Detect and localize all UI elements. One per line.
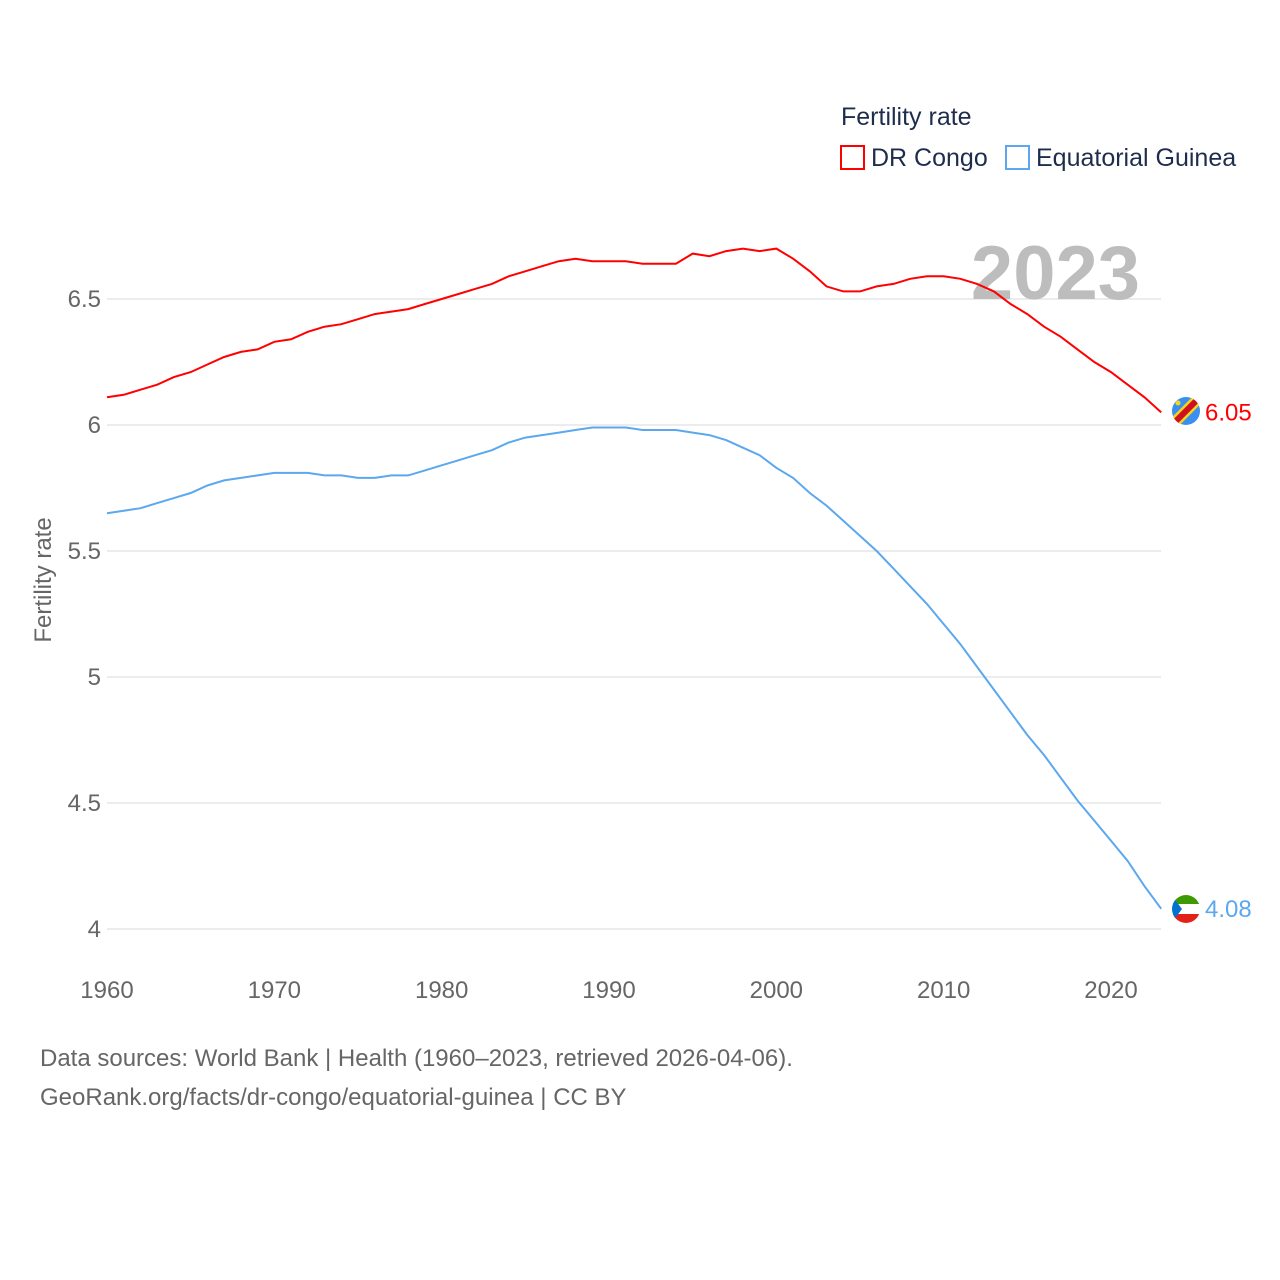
- legend-item-equatorial-guinea[interactable]: Equatorial Guinea: [1005, 144, 1236, 172]
- y-tick-label: 6: [88, 412, 101, 439]
- source-url[interactable]: GeoRank.org/facts/dr-congo/equatorial-gu…: [40, 1084, 627, 1111]
- dr-congo-flag-icon: [1172, 397, 1200, 425]
- year-watermark: 2023: [971, 231, 1140, 316]
- y-axis-ticks: 4 4.5 5 5.5 6 6.5: [68, 286, 101, 943]
- end-value-label: 6.05: [1205, 399, 1252, 426]
- series-line-dr-congo: [106, 247, 1162, 414]
- x-tick-label: 1990: [582, 977, 635, 1004]
- legend-swatch: [840, 145, 865, 170]
- legend-swatch: [1005, 145, 1030, 170]
- y-tick-label: 5: [88, 664, 101, 691]
- x-tick-label: 1980: [415, 977, 468, 1004]
- x-tick-label: 2010: [917, 977, 970, 1004]
- y-tick-label: 6.5: [68, 286, 101, 313]
- grid-lines: [107, 298, 1161, 930]
- legend-label: Equatorial Guinea: [1036, 144, 1236, 172]
- x-tick-label: 2000: [750, 977, 803, 1004]
- y-tick-label: 5.5: [68, 538, 101, 565]
- y-tick-label: 4: [88, 916, 101, 943]
- end-value-label: 4.08: [1205, 896, 1252, 923]
- y-axis-label: Fertility rate: [30, 517, 57, 642]
- x-tick-label: 2020: [1084, 977, 1137, 1004]
- equatorial-guinea-flag-icon: [1172, 895, 1200, 923]
- x-tick-label: 1970: [248, 977, 301, 1004]
- legend-item-dr-congo[interactable]: DR Congo: [840, 144, 988, 172]
- legend-title: Fertility rate: [841, 103, 972, 131]
- series-end-labels: 6.05 4.08: [1205, 399, 1252, 922]
- y-tick-label: 4.5: [68, 790, 101, 817]
- series-line-equatorial-guinea: [106, 426, 1163, 910]
- legend-label: DR Congo: [871, 144, 988, 172]
- series-lines: [106, 247, 1163, 910]
- data-source-note: Data sources: World Bank | Health (1960–…: [40, 1045, 793, 1072]
- x-tick-label: 1960: [80, 977, 133, 1004]
- x-axis-ticks: 1960 1970 1980 1990 2000 2010 2020: [80, 977, 1137, 1004]
